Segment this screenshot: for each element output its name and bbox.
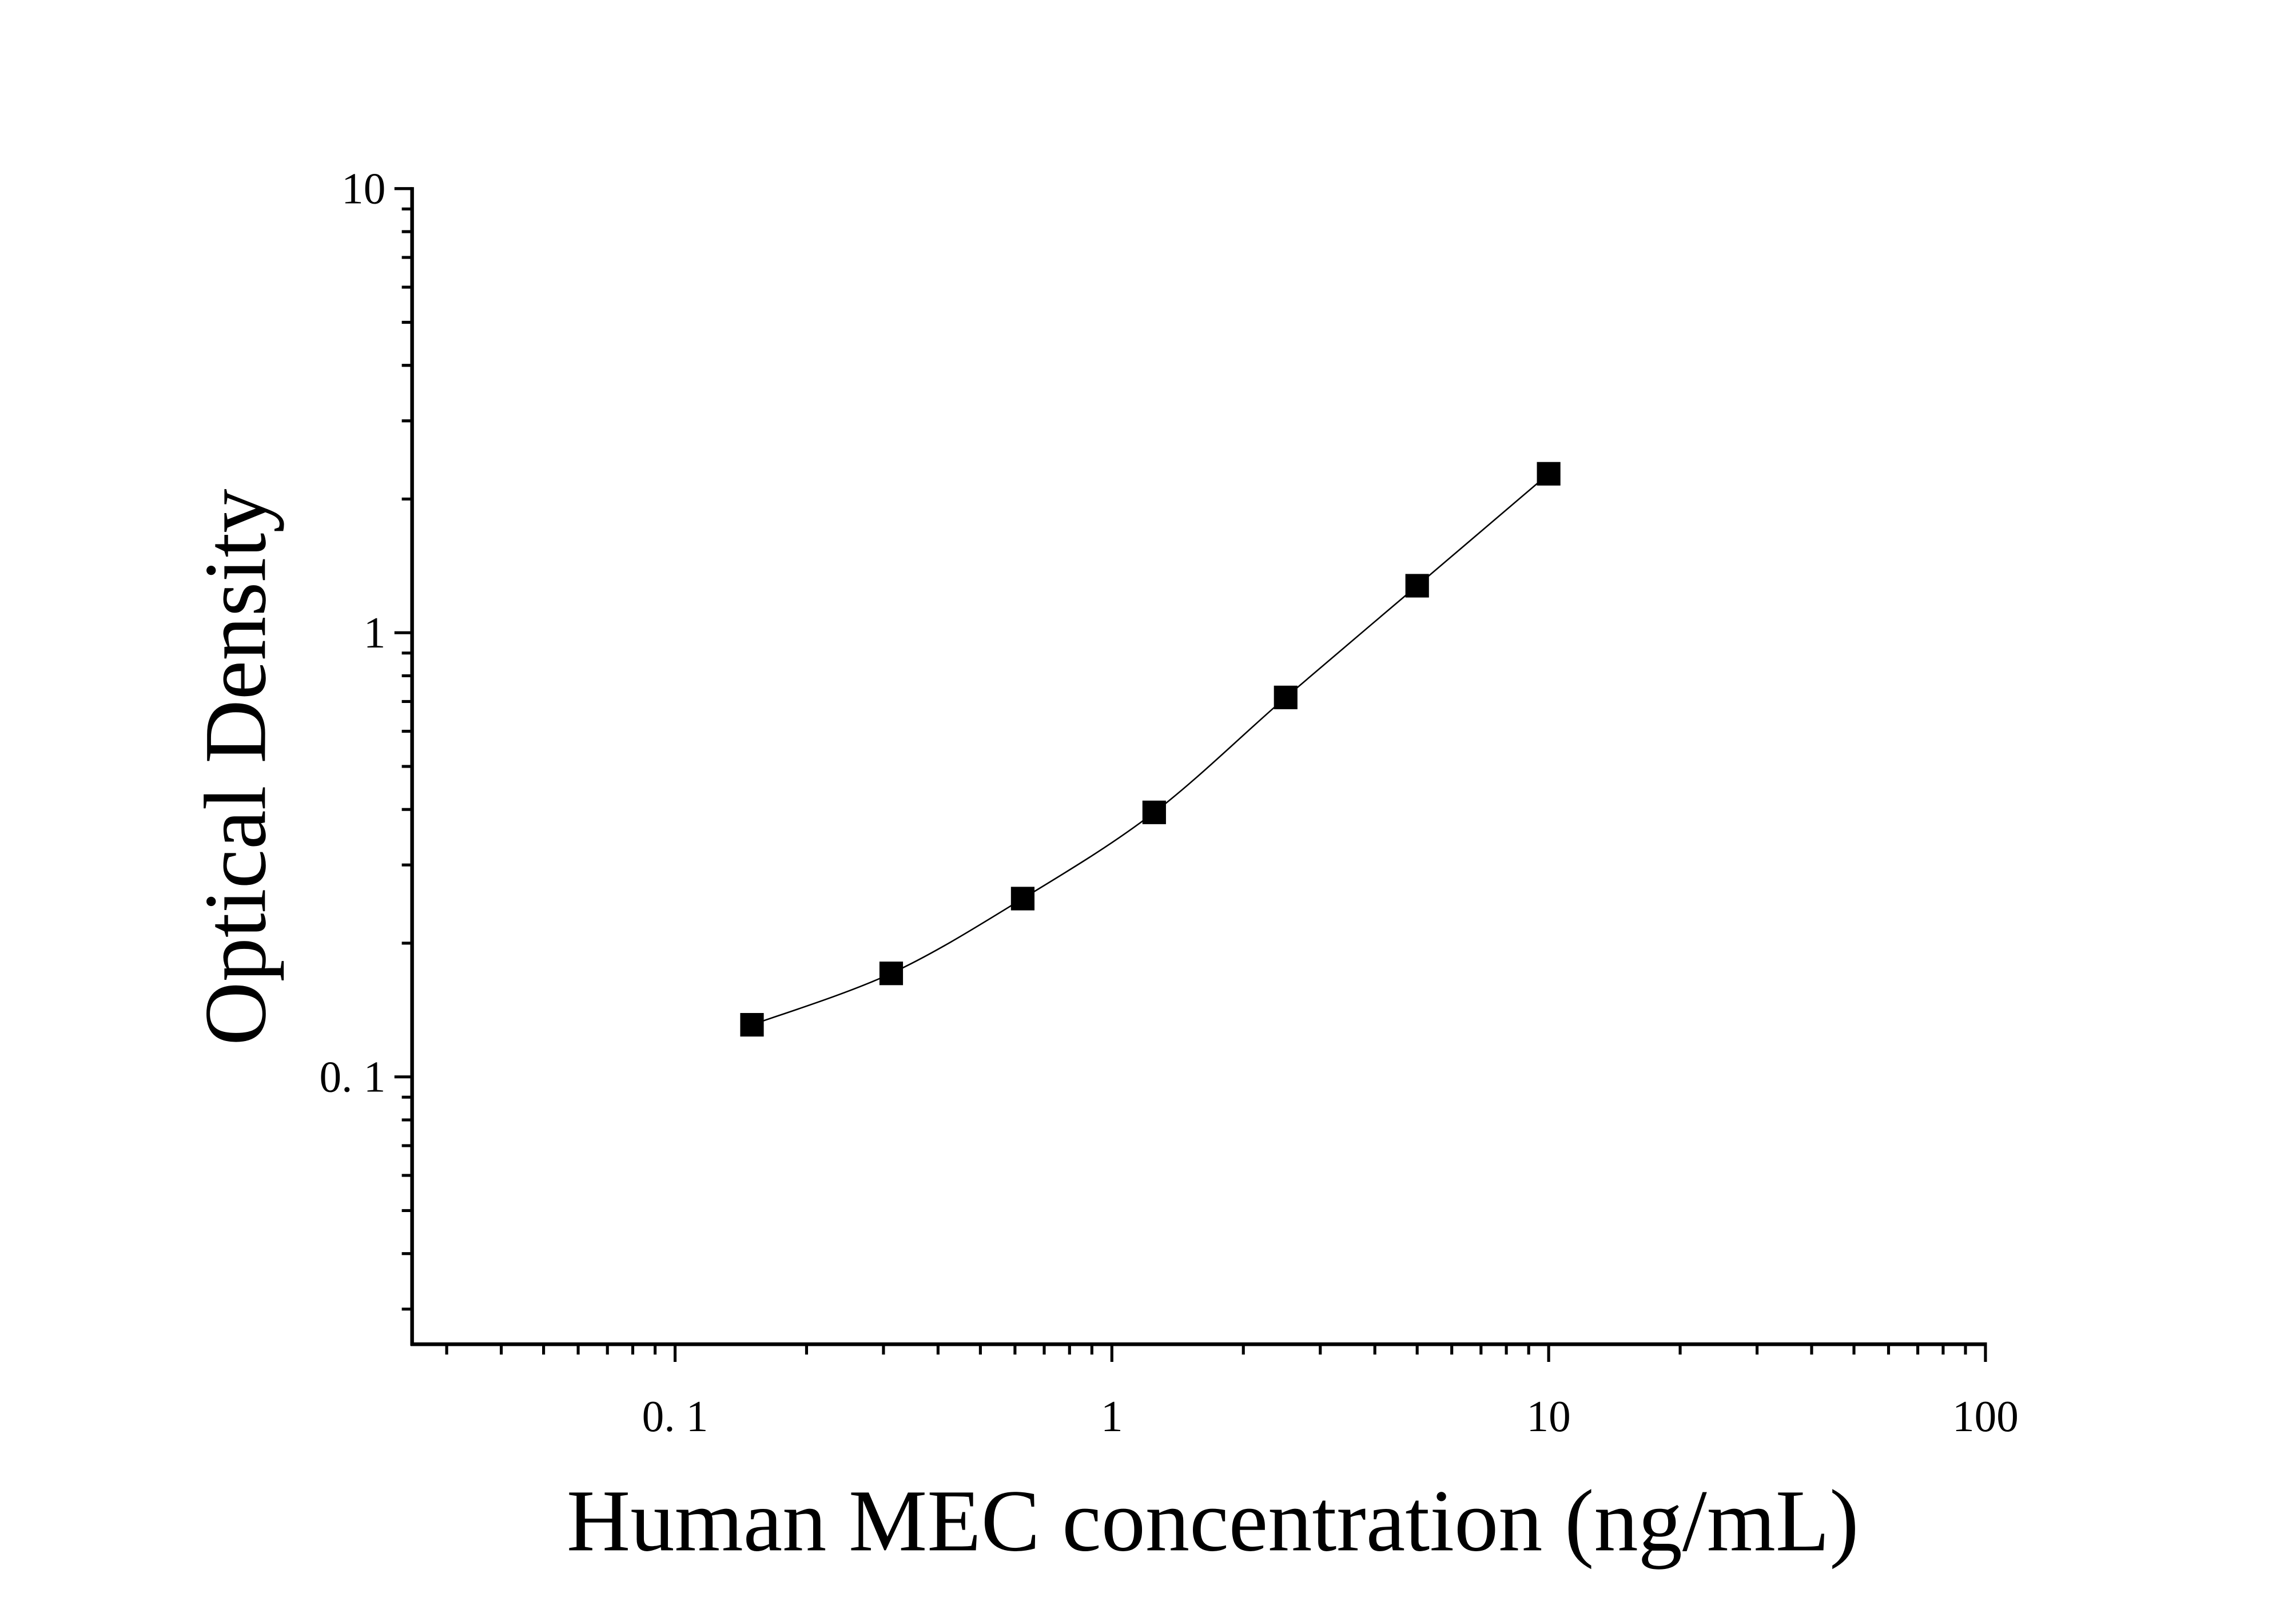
data-point	[1537, 462, 1561, 486]
y-tick-label: 1	[364, 608, 386, 657]
data-point	[1405, 574, 1429, 598]
fit-curve	[751, 473, 1549, 1026]
axis-ticks	[394, 187, 1987, 1362]
data-point	[1274, 685, 1298, 709]
data-point	[740, 1013, 764, 1037]
data-points	[740, 462, 1561, 1037]
x-tick-label: 100	[1952, 1392, 2019, 1441]
y-tick-label: 10	[341, 164, 385, 213]
data-point	[1142, 800, 1166, 824]
x-tick-label: 1	[1101, 1392, 1123, 1441]
x-axis-label: Human MEC concentration (ng/mL)	[567, 1472, 1859, 1570]
data-point	[879, 962, 904, 986]
x-tick-label: 0. 1	[642, 1392, 709, 1441]
y-tick-labels: 0. 1 1 10	[320, 164, 386, 1101]
y-axis-label: Optical Density	[186, 489, 284, 1046]
x-tick-label: 10	[1527, 1392, 1571, 1441]
data-point	[1010, 887, 1034, 911]
x-tick-labels: 0. 1 1 10 100	[642, 1392, 2019, 1441]
y-tick-label: 0. 1	[320, 1052, 386, 1101]
